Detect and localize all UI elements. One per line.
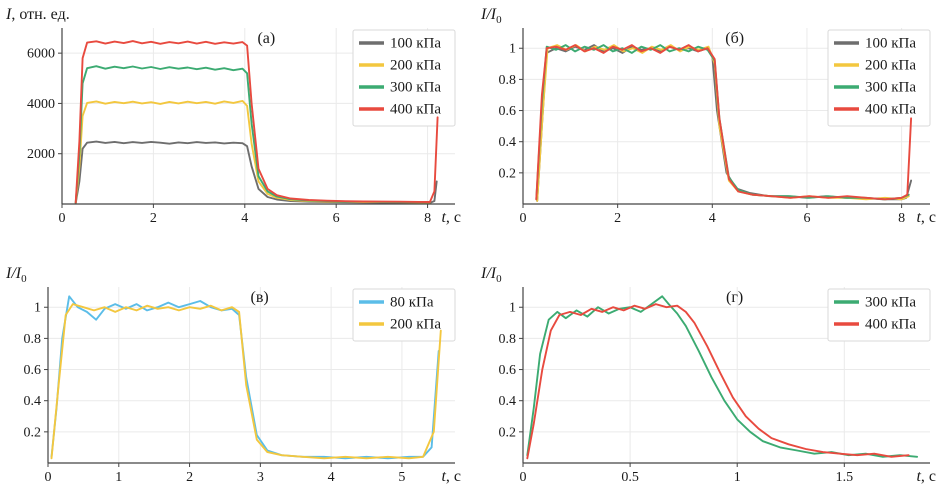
x-tick-label: 2: [186, 470, 193, 485]
y-tick-label: 0.2: [499, 166, 517, 181]
y-tick-label: 4000: [27, 97, 55, 112]
panel-label: (в): [251, 289, 269, 306]
legend-label-1: 200 кПа: [865, 58, 916, 74]
legend: 100 кПа 200 кПа 300 кПа 400 кПа: [827, 29, 931, 127]
axes: [61, 28, 455, 205]
y-tick-label: 0.6: [499, 104, 517, 119]
x-axis-label: t, с: [916, 209, 936, 226]
x-tick-label: 3: [257, 470, 264, 485]
y-axis-label: I, отн. ед.: [5, 6, 70, 23]
chart-svg: 300 кПа 400 кПа 0 0.5 1 1.5 0.2 0.4 0.6 0.8 1 I/I0 t…: [480, 265, 936, 485]
panel-label: (б): [725, 30, 744, 47]
legend-label-2: 300 кПа: [865, 80, 916, 96]
y-tick-label: 0.2: [24, 425, 42, 440]
legend-label-0: 100 кПа: [865, 36, 916, 52]
y-tick-label: 0.8: [499, 331, 517, 346]
chart-svg: 100 кПа 200 кПа 300 кПа 400 кПа 0 2 4 6 8 2000 400…: [5, 6, 461, 226]
chart-svg: 80 кПа 200 кПа 0 1 2 3 4 5 0.2 0.4 0.6 0.8 1 I/I0 t, с…: [5, 265, 461, 485]
x-tick-label: 4: [241, 211, 248, 226]
x-tick-label: 0.5: [621, 470, 639, 485]
x-tick-label: 1.5: [836, 470, 854, 485]
y-tick-label: 0.4: [499, 394, 517, 409]
x-tick-label: 1: [115, 470, 122, 485]
y-axis-label: I/I0: [5, 265, 27, 285]
legend-label-3: 400 кПа: [390, 102, 441, 118]
legend-label-0: 80 кПа: [390, 294, 434, 310]
x-tick-label: 5: [398, 470, 405, 485]
panel-label: (г): [726, 289, 743, 306]
x-axis-label: t, с: [441, 209, 461, 226]
chart-panel-g: 300 кПа 400 кПа 0 0.5 1 1.5 0.2 0.4 0.6 0.8 1 I/I0 t…: [477, 263, 940, 493]
y-tick-label: 0.6: [499, 363, 517, 378]
x-tick-label: 8: [898, 211, 905, 226]
x-tick-label: 0: [520, 470, 527, 485]
legend: 80 кПа 200 кПа: [352, 288, 456, 341]
legend: 300 кПа 400 кПа: [827, 288, 931, 341]
legend-label-1: 200 кПа: [390, 58, 441, 74]
legend-box: [827, 29, 931, 127]
x-tick-label: 6: [333, 211, 340, 226]
axes: [522, 286, 930, 464]
series-line-1: [526, 302, 910, 459]
x-tick-label: 6: [803, 211, 810, 226]
x-axis-label: t, с: [441, 468, 461, 485]
y-tick-label: 1: [34, 300, 41, 315]
y-tick-label: 0.4: [499, 135, 517, 150]
panel-label: (а): [257, 30, 275, 47]
y-tick-label: 2000: [27, 147, 55, 162]
y-tick-label: 0.8: [499, 73, 517, 88]
y-axis-label: I/I0: [480, 265, 502, 285]
chart-svg: 100 кПа 200 кПа 300 кПа 400 кПа 0 2 4 6 8 0.2 0.4 0…: [480, 6, 936, 226]
axes: [47, 286, 455, 464]
chart-panel-b: 100 кПа 200 кПа 300 кПа 400 кПа 0 2 4 6 8 0.2 0.4 0…: [477, 4, 940, 234]
y-tick-label: 0.6: [24, 363, 42, 378]
legend-label-1: 200 кПа: [390, 316, 441, 332]
x-tick-label: 2: [150, 211, 157, 226]
legend-label-1: 400 кПа: [865, 316, 916, 332]
x-tick-label: 2: [614, 211, 621, 226]
x-axis-label: t, с: [916, 468, 936, 485]
series-line-1: [50, 302, 442, 459]
legend: 100 кПа 200 кПа 300 кПа 400 кПа: [352, 29, 456, 127]
x-tick-label: 8: [424, 211, 431, 226]
x-tick-label: 0: [520, 211, 527, 226]
legend-label-2: 300 кПа: [390, 80, 441, 96]
y-tick-label: 1: [509, 300, 516, 315]
chart-panel-a: 100 кПа 200 кПа 300 кПа 400 кПа 0 2 4 6 8 2000 400…: [2, 4, 465, 234]
x-tick-label: 0: [59, 211, 66, 226]
gridlines: [47, 286, 455, 463]
legend-box: [352, 29, 456, 127]
y-tick-label: 0.2: [499, 425, 517, 440]
x-tick-label: 1: [734, 470, 741, 485]
legend-label-3: 400 кПа: [865, 102, 916, 118]
y-tick-label: 0.8: [24, 331, 42, 346]
x-tick-label: 4: [328, 470, 335, 485]
legend-label-0: 100 кПа: [390, 36, 441, 52]
series-line-3: [74, 40, 439, 204]
series-line-3: [535, 44, 913, 201]
y-axis-label: I/I0: [480, 6, 502, 26]
x-tick-label: 0: [45, 470, 52, 485]
x-tick-label: 4: [709, 211, 716, 226]
y-tick-label: 6000: [27, 47, 55, 62]
legend-label-0: 300 кПа: [865, 294, 916, 310]
chart-panel-v: 80 кПа 200 кПа 0 1 2 3 4 5 0.2 0.4 0.6 0.8 1 I/I0 t, с…: [2, 263, 465, 493]
y-tick-label: 1: [509, 42, 516, 57]
axes: [522, 28, 930, 205]
y-tick-label: 0.4: [24, 394, 42, 409]
